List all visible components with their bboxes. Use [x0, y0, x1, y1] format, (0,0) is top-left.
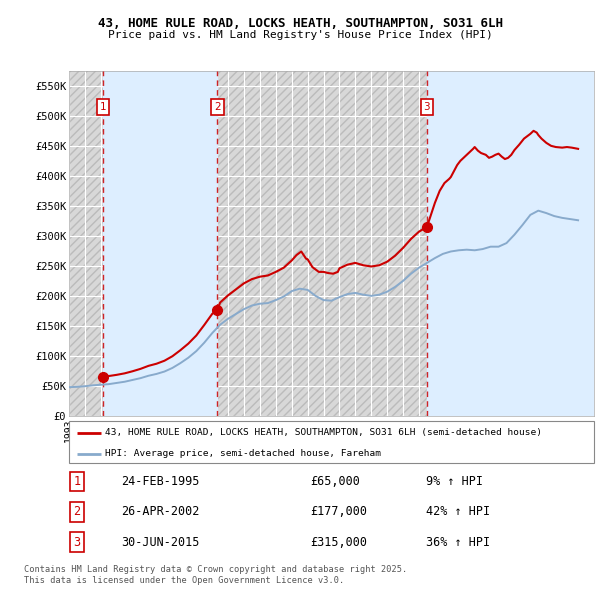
Text: 36% ↑ HPI: 36% ↑ HPI [426, 536, 490, 549]
Text: 1: 1 [100, 102, 107, 112]
Text: HPI: Average price, semi-detached house, Fareham: HPI: Average price, semi-detached house,… [105, 450, 381, 458]
Bar [427, 71, 594, 416]
Text: 9% ↑ HPI: 9% ↑ HPI [426, 475, 483, 488]
Text: Price paid vs. HM Land Registry's House Price Index (HPI): Price paid vs. HM Land Registry's House … [107, 30, 493, 40]
Text: 2: 2 [214, 102, 221, 112]
Text: £65,000: £65,000 [311, 475, 361, 488]
Text: 24-FEB-1995: 24-FEB-1995 [121, 475, 200, 488]
Text: £177,000: £177,000 [311, 505, 367, 519]
Text: 2: 2 [73, 505, 80, 519]
Text: 3: 3 [73, 536, 80, 549]
Text: 30-JUN-2015: 30-JUN-2015 [121, 536, 200, 549]
Text: 43, HOME RULE ROAD, LOCKS HEATH, SOUTHAMPTON, SO31 6LH (semi-detached house): 43, HOME RULE ROAD, LOCKS HEATH, SOUTHAM… [105, 428, 542, 437]
Bar [103, 71, 217, 416]
Text: 26-APR-2002: 26-APR-2002 [121, 505, 200, 519]
FancyBboxPatch shape [69, 421, 594, 463]
Text: 43, HOME RULE ROAD, LOCKS HEATH, SOUTHAMPTON, SO31 6LH: 43, HOME RULE ROAD, LOCKS HEATH, SOUTHAM… [97, 17, 503, 30]
Text: £315,000: £315,000 [311, 536, 367, 549]
Text: 42% ↑ HPI: 42% ↑ HPI [426, 505, 490, 519]
Text: 3: 3 [424, 102, 430, 112]
Text: 1: 1 [73, 475, 80, 488]
Text: Contains HM Land Registry data © Crown copyright and database right 2025.
This d: Contains HM Land Registry data © Crown c… [24, 565, 407, 585]
